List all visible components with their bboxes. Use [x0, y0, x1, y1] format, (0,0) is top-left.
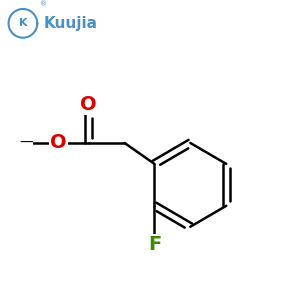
Text: Kuujia: Kuujia: [44, 16, 98, 31]
Text: F: F: [148, 235, 161, 254]
Text: —: —: [19, 136, 33, 150]
Text: ®: ®: [40, 2, 47, 8]
Text: O: O: [50, 134, 67, 152]
Text: K: K: [19, 18, 27, 28]
Text: O: O: [80, 94, 97, 114]
